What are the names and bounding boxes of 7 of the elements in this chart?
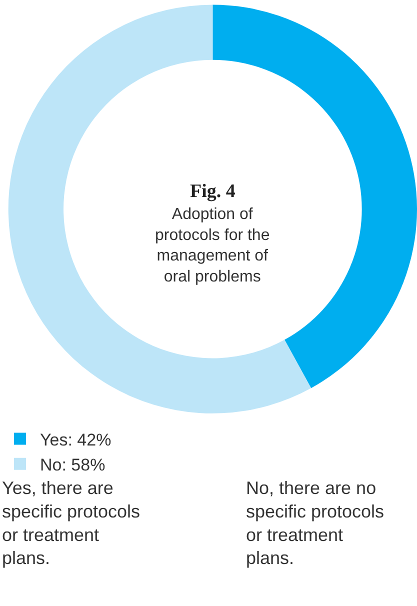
donut-slice — [8, 4, 312, 414]
text: Yes, there are specific protocols or treatment plans. — [2, 478, 140, 568]
text: Fig. 4 — [190, 181, 236, 202]
legend-label: No: 58% — [40, 455, 106, 474]
legend-label: Yes: 42% — [40, 430, 112, 450]
text: No, there are no specific protocols or treatment plans. — [246, 478, 384, 568]
text: Adoption of protocols for the management of oral problems — [155, 206, 270, 286]
